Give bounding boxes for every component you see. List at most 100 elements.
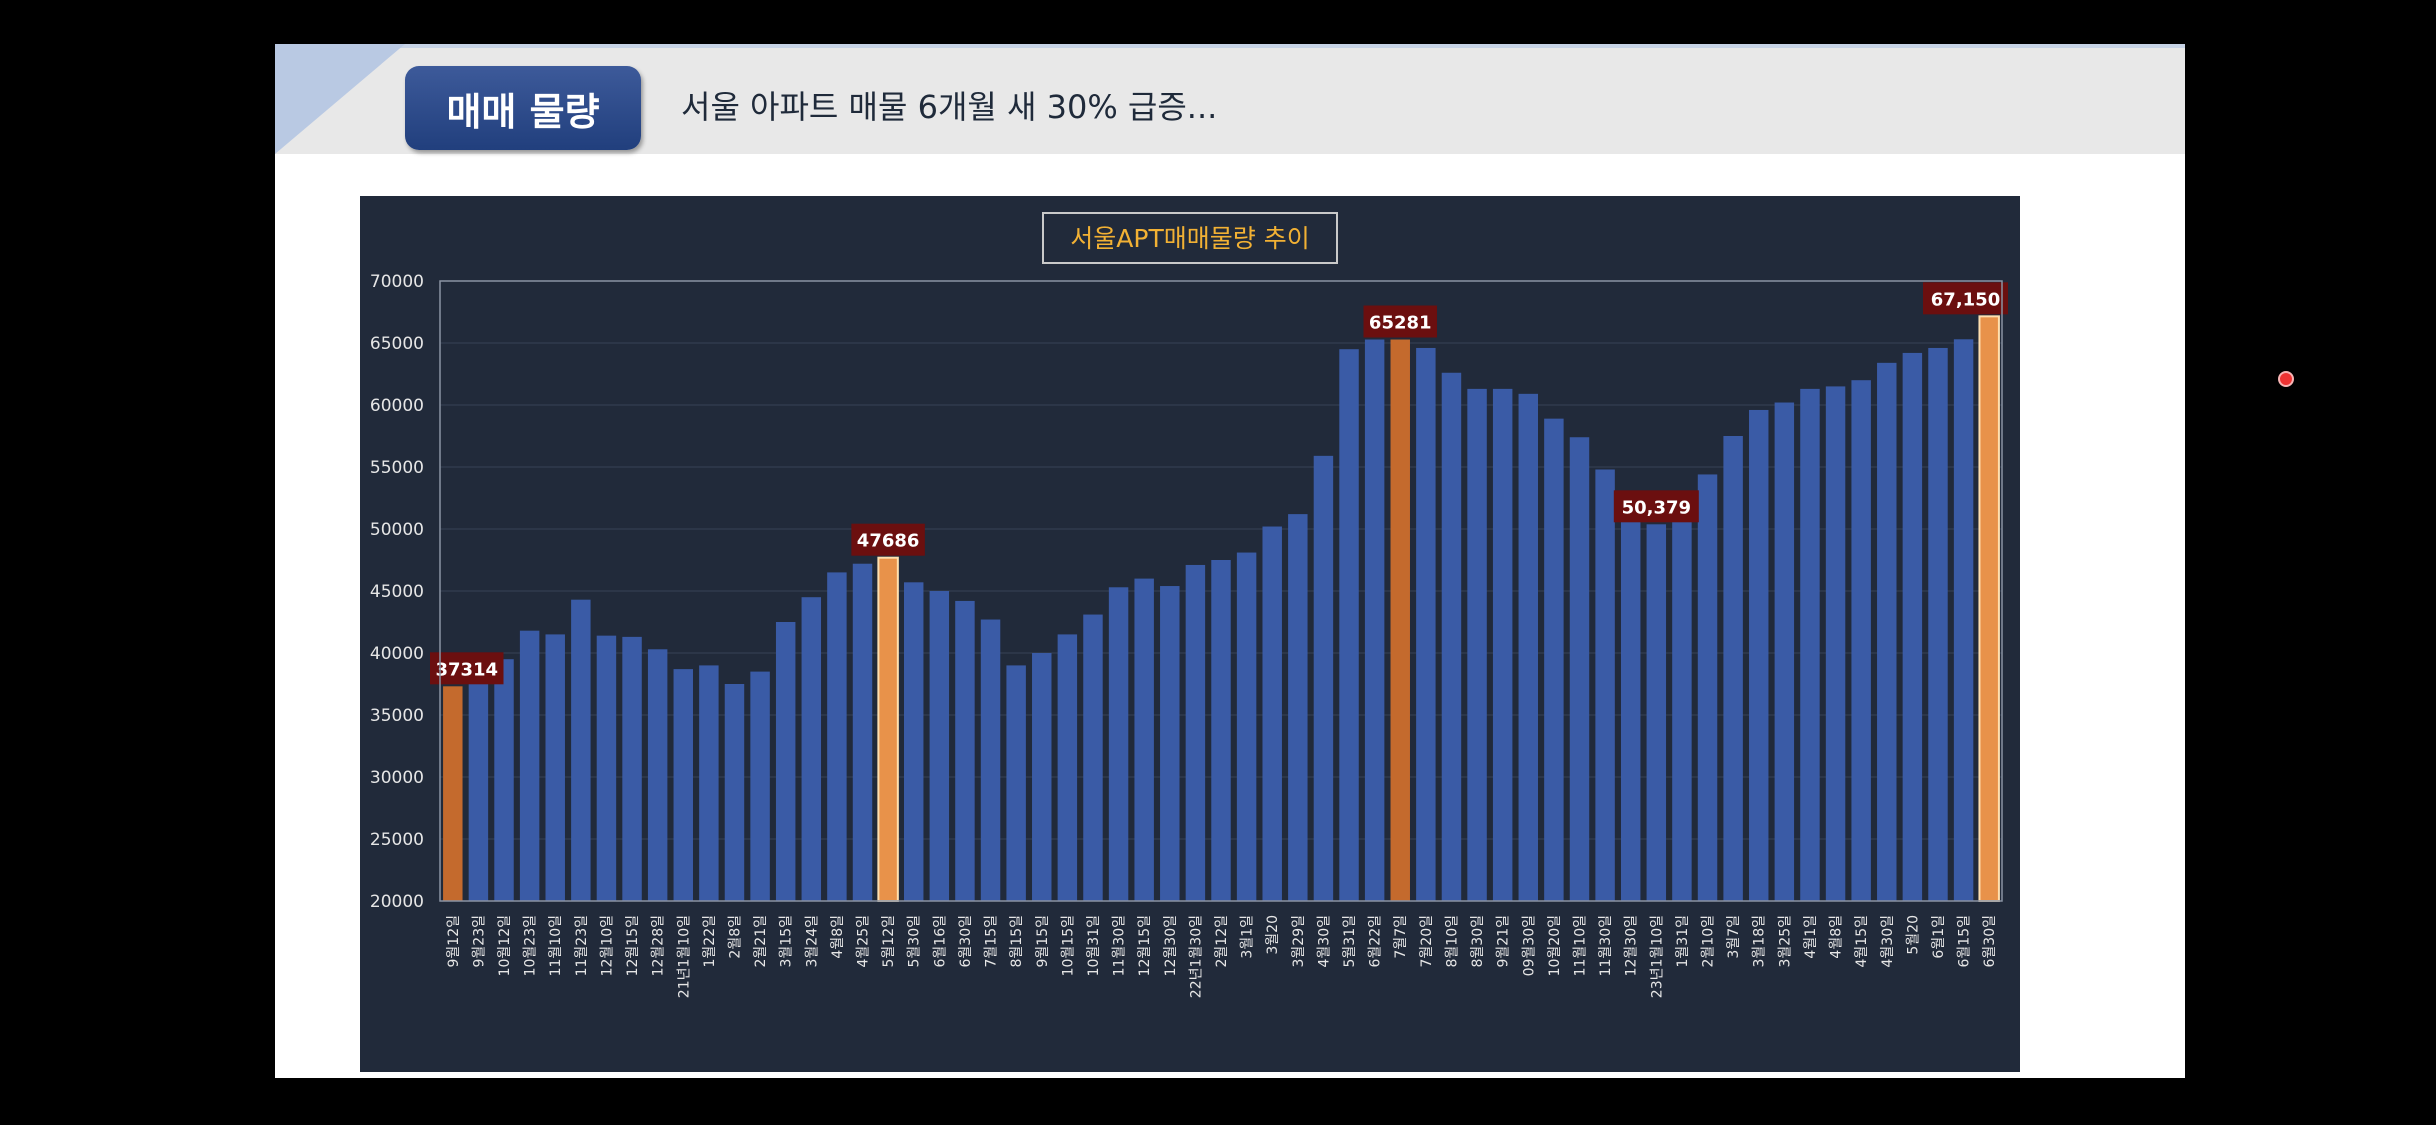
y-tick-label: 25000	[370, 830, 424, 850]
value-callout-box	[851, 523, 925, 556]
x-tick-label: 12월10일	[599, 915, 615, 976]
value-callout-label: 65281	[1369, 313, 1432, 334]
bar	[750, 671, 770, 901]
section-badge: 매매 물량	[405, 66, 641, 150]
bar	[1108, 587, 1129, 901]
headline: 서울 아파트 매물 6개월 새 30% 급증...	[681, 88, 1218, 126]
x-tick-label: 6월15일	[1957, 915, 1973, 967]
chart-title-box	[1042, 212, 1338, 264]
x-tick-label: 6월16일	[932, 915, 948, 967]
x-tick-label: 4월8일	[1829, 915, 1845, 959]
x-tick-label: 10월20일	[1547, 915, 1563, 976]
bar-chart: 서울APT매매물량 추이 70000 65000 60000 55000 50000 45…	[360, 196, 2020, 1072]
x-tick-label: 9월15일	[1035, 915, 1051, 967]
x-tick-label: 3월25일	[1777, 915, 1793, 967]
x-tick-label: 3월18일	[1752, 915, 1768, 967]
bar	[1697, 474, 1718, 901]
x-tick-label: 09월30일	[1521, 915, 1537, 976]
x-tick-label: 9월23일	[471, 915, 487, 967]
x-tick-label: 4월30일	[1316, 915, 1332, 967]
x-tick-label: 1월22일	[702, 915, 718, 967]
bar	[1902, 352, 1923, 901]
x-tick-label: 3월29일	[1291, 915, 1307, 967]
x-tick-label: 8월10일	[1444, 915, 1460, 967]
bar	[1928, 347, 1948, 901]
x-tick-label: 23년1월10일	[1649, 915, 1665, 998]
x-tick-label: 4월30일	[1880, 915, 1896, 967]
x-tick-label: 12월15일	[625, 915, 641, 976]
x-tick-label: 3월24일	[804, 915, 820, 967]
y-tick-label: 50000	[370, 520, 424, 540]
x-tick-label: 22년1월30일	[1188, 915, 1204, 998]
y-tick-label: 20000	[370, 892, 424, 912]
callouts: 37314 47686 65281 50,379 67,150	[430, 282, 2008, 685]
bar	[1416, 347, 1436, 901]
value-callout-box	[1923, 282, 2008, 315]
bar	[1953, 339, 1974, 901]
bar	[1620, 517, 1641, 901]
x-tick-label: 10월12일	[497, 915, 513, 976]
value-callout-label: 37314	[435, 659, 498, 680]
bar	[596, 635, 617, 901]
y-tick-label: 45000	[370, 582, 424, 602]
x-tick-label: 6월22일	[1368, 915, 1384, 967]
x-tick-label: 12월15일	[1137, 915, 1153, 976]
bar	[955, 600, 975, 901]
value-callout-box	[1363, 305, 1437, 338]
x-tick-label: 8월30일	[1470, 915, 1486, 967]
bar	[1851, 380, 1871, 901]
x-tick-label: 12월30일	[1163, 915, 1179, 976]
bar	[1134, 578, 1154, 901]
bar	[1288, 514, 1308, 901]
bar	[1236, 552, 1257, 901]
x-tick-label: 2월10일	[1701, 915, 1717, 967]
bars	[443, 315, 2000, 902]
x-tick-label: 5월12일	[881, 915, 897, 967]
x-tick-label: 4월8일	[830, 915, 846, 959]
x-tick-label: 7월15일	[984, 915, 1000, 967]
x-tick-label: 4월1일	[1803, 915, 1819, 959]
bar	[1467, 388, 1487, 901]
x-tick-label: 3월1일	[1240, 915, 1256, 959]
x-tick-label: 12월30일	[1624, 915, 1640, 976]
y-tick-label: 30000	[370, 768, 424, 788]
x-tick-label: 2월12일	[1214, 915, 1230, 967]
bar	[903, 582, 924, 901]
bar	[929, 591, 950, 901]
x-tick-label: 10월31일	[1086, 915, 1102, 976]
slide: 매매 물량 서울 아파트 매물 6개월 새 30% 급증... 서울APT매매물…	[275, 44, 2294, 1078]
y-tick-label: 35000	[370, 706, 424, 726]
x-tick-label: 5월30일	[907, 915, 923, 967]
x-tick-label: 1월31일	[1675, 915, 1691, 967]
x-tick-label: 11월30일	[1112, 915, 1128, 976]
x-tick-label: 6월1일	[1931, 915, 1947, 959]
bar	[827, 572, 847, 901]
bar	[1569, 437, 1590, 901]
bar	[801, 597, 822, 901]
x-tick-label: 6월30일	[958, 915, 974, 967]
bar	[1800, 388, 1820, 901]
plot-frame	[439, 280, 2003, 902]
bar	[1825, 386, 1846, 901]
bar	[1083, 614, 1103, 901]
x-tick-label: 2월21일	[753, 915, 769, 967]
y-tick-label: 40000	[370, 644, 424, 664]
bar	[1877, 362, 1897, 902]
bar	[852, 563, 873, 901]
bar	[545, 634, 565, 901]
bar	[1749, 409, 1769, 901]
bar	[1160, 586, 1180, 901]
x-tick-label: 2월8일	[727, 915, 743, 959]
bar	[1390, 339, 1410, 901]
x-tick-label: 21년1월10일	[676, 915, 692, 998]
bar	[1313, 455, 1334, 901]
bar	[1723, 436, 1743, 901]
bar	[1672, 520, 1692, 901]
x-tick-label: 4월15일	[1854, 915, 1870, 967]
bar	[1211, 560, 1231, 901]
x-tick-label: 12월28일	[651, 915, 667, 976]
bar	[519, 630, 540, 901]
bar	[1646, 524, 1667, 901]
header-accent-shape	[275, 44, 405, 154]
x-tick-label: 7월7일	[1393, 915, 1409, 959]
